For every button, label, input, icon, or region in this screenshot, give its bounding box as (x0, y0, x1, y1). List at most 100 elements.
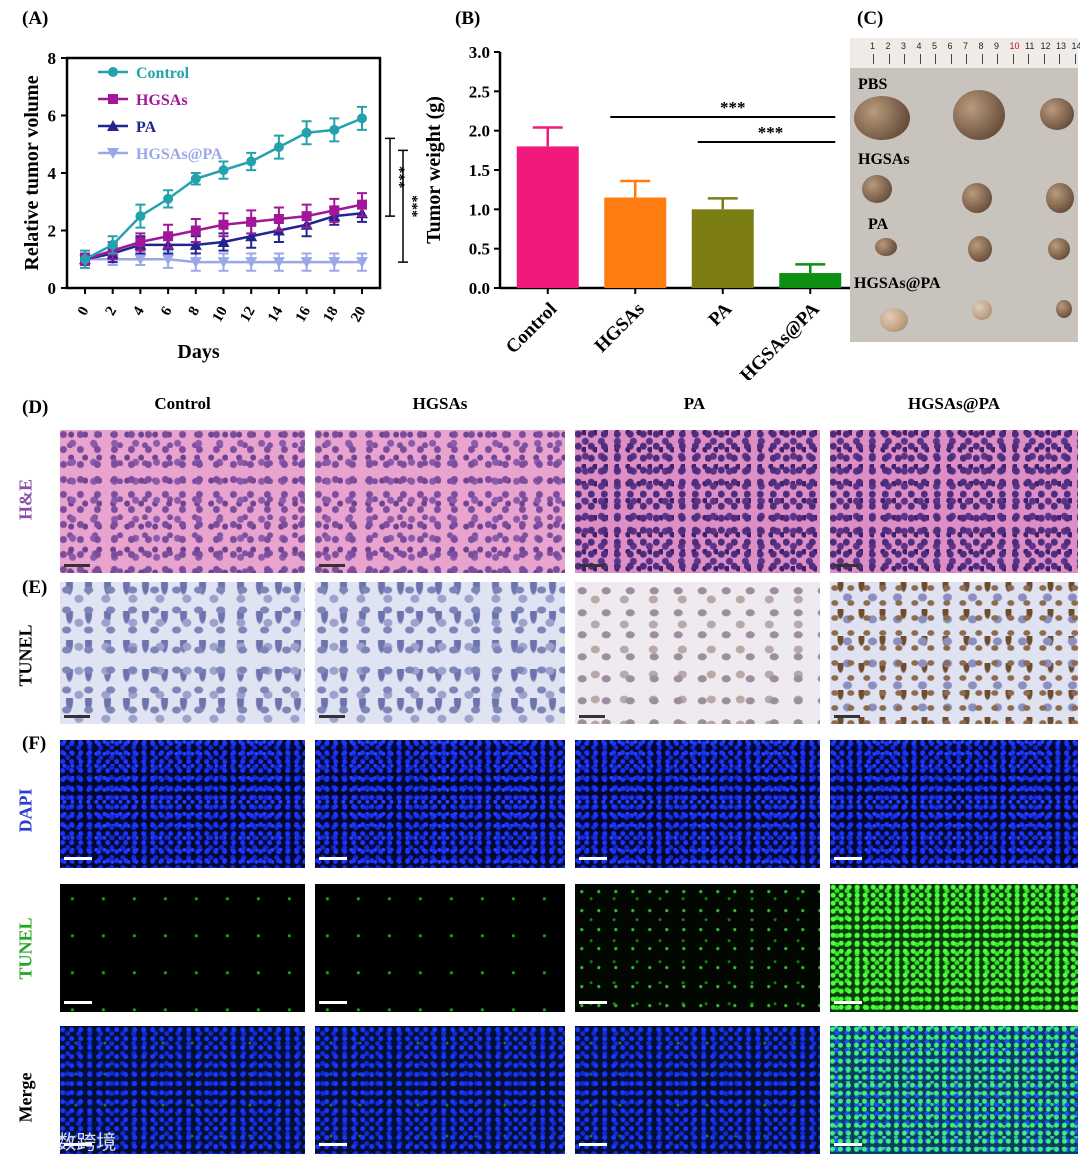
legend-entry: HGSAs (136, 92, 188, 109)
y-tick-label: 2 (48, 222, 57, 241)
data-point (162, 254, 175, 266)
dapi-control-image (60, 740, 305, 868)
data-point (190, 225, 201, 236)
legend-marker (107, 148, 119, 159)
photo-label-pa: PA (868, 216, 889, 233)
data-point (189, 238, 202, 250)
x-axis-label: Days (177, 341, 219, 363)
y-tick-label: 2.0 (469, 122, 490, 141)
data-point (190, 173, 201, 184)
he-hgsas-image (315, 430, 565, 573)
ruler-tick-mark (904, 54, 905, 64)
bar (691, 209, 754, 288)
tumor-pa-2 (968, 236, 992, 262)
merge-control-image (60, 1026, 305, 1154)
tunel-if-hgsas-pa-image (830, 884, 1078, 1012)
significance-label: *** (758, 123, 784, 142)
y-tick-label: 0 (48, 279, 57, 298)
panel-label-a: (A) (22, 8, 49, 29)
data-point (301, 211, 312, 222)
ruler-tick-label: 14 (1071, 41, 1080, 51)
tunel-ihc-hgsas-pa-image (830, 582, 1078, 724)
data-point (329, 205, 340, 216)
ruler-tick-mark (1074, 54, 1076, 64)
ruler-tick-mark (935, 54, 936, 64)
y-tick-label: 0.0 (469, 279, 490, 298)
panel-label-f: (F) (22, 733, 47, 754)
bar (779, 273, 842, 288)
watermark-icon: ☁ (10, 1130, 30, 1154)
column-title-hgsas-pa: HGSAs@PA (907, 394, 1000, 413)
legend-entry: Control (136, 65, 190, 82)
ruler-tick-label: 11 (1025, 41, 1035, 51)
y-tick-label: 1.0 (469, 200, 490, 219)
data-point (135, 237, 146, 247)
data-point (246, 216, 257, 227)
tunel-ihc-control-image (60, 582, 305, 724)
ruler-tick-label: 1 (870, 41, 876, 51)
y-tick-label: 2.5 (469, 82, 490, 101)
column-title-pa: PA (683, 394, 706, 413)
ruler-tick-mark (888, 54, 890, 64)
tumor-pa-1 (875, 238, 897, 256)
ruler-tick-label: 6 (947, 41, 953, 51)
dapi-pa-image (575, 740, 820, 868)
ruler-tick-label: 3 (901, 41, 907, 51)
x-tick-label: HGSAs@PA (736, 298, 824, 380)
x-tick-label: HGSAs (591, 299, 649, 357)
tumor-photo: 1 2 3 4 5 6 7 8 9 10 11 12 13 14 PBS HGSAs PA HGSAs@P… (850, 38, 1080, 342)
y-axis-label: Relative tumor volume (21, 75, 43, 270)
tumor-pa-3 (1048, 238, 1070, 260)
tumor-hgsas-3 (1046, 183, 1074, 213)
x-tick-label: 10 (210, 304, 231, 325)
bar (516, 146, 579, 288)
ruler-tick-mark (1012, 54, 1014, 64)
data-point (217, 236, 230, 247)
watermark-text: 大数跨境 (36, 1130, 117, 1154)
x-tick-label: 20 (348, 304, 369, 325)
tunel-ihc-pa-image (575, 582, 820, 724)
x-tick-label: 0 (75, 304, 93, 318)
ruler-tick-label: 4 (916, 41, 922, 51)
photo-label-hgsas-pa: HGSAs@PA (854, 275, 941, 292)
ruler-tick-label: 13 (1056, 41, 1067, 51)
x-tick-label: 2 (103, 304, 121, 318)
column-title-hgsas: HGSAs (412, 394, 468, 413)
data-point (273, 214, 284, 224)
data-point (356, 257, 368, 269)
data-point (135, 211, 146, 222)
ruler-tick-label: 5 (932, 41, 938, 51)
x-tick-label: 8 (186, 304, 204, 318)
panel-label-d: (D) (22, 397, 49, 418)
ruler-tick-mark (1028, 54, 1029, 64)
ruler-tick-mark (950, 54, 952, 64)
ruler-tick-label: 2 (885, 41, 891, 51)
data-point (134, 254, 147, 266)
panel-label-b: (B) (455, 8, 481, 29)
data-point (328, 257, 341, 269)
data-point (218, 219, 229, 230)
ruler-tick-label: 9 (994, 41, 1000, 51)
x-tick-label: 18 (320, 304, 341, 325)
ruler-tick-mark (997, 54, 998, 64)
data-point (80, 254, 90, 265)
y-tick-label: 0.5 (469, 240, 490, 259)
he-pa-image (575, 430, 820, 573)
y-tick-label: 3.0 (469, 43, 490, 62)
row-label-dapi: DAPI (15, 788, 36, 833)
significance-label: *** (404, 195, 420, 218)
ruler-tick-label: 8 (978, 41, 984, 51)
ruler-tick-mark (1043, 54, 1045, 64)
photo-label-hgsas: HGSAs (858, 151, 910, 168)
ruler-tick-mark (873, 54, 874, 64)
data-point (163, 193, 174, 204)
tumor-hgsas-2 (962, 183, 992, 213)
x-tick-label: 6 (158, 304, 176, 319)
watermark-logo: ☁ 大数跨境 (10, 1126, 116, 1155)
chart-tumor-weight: 0.0 0.5 1.0 1.5 2.0 2.5 3.0 Tumor weight (g) Con… (423, 43, 850, 380)
data-point (300, 257, 313, 269)
data-point (245, 230, 258, 242)
data-point (357, 199, 367, 210)
ruler-tick-mark (966, 54, 967, 64)
